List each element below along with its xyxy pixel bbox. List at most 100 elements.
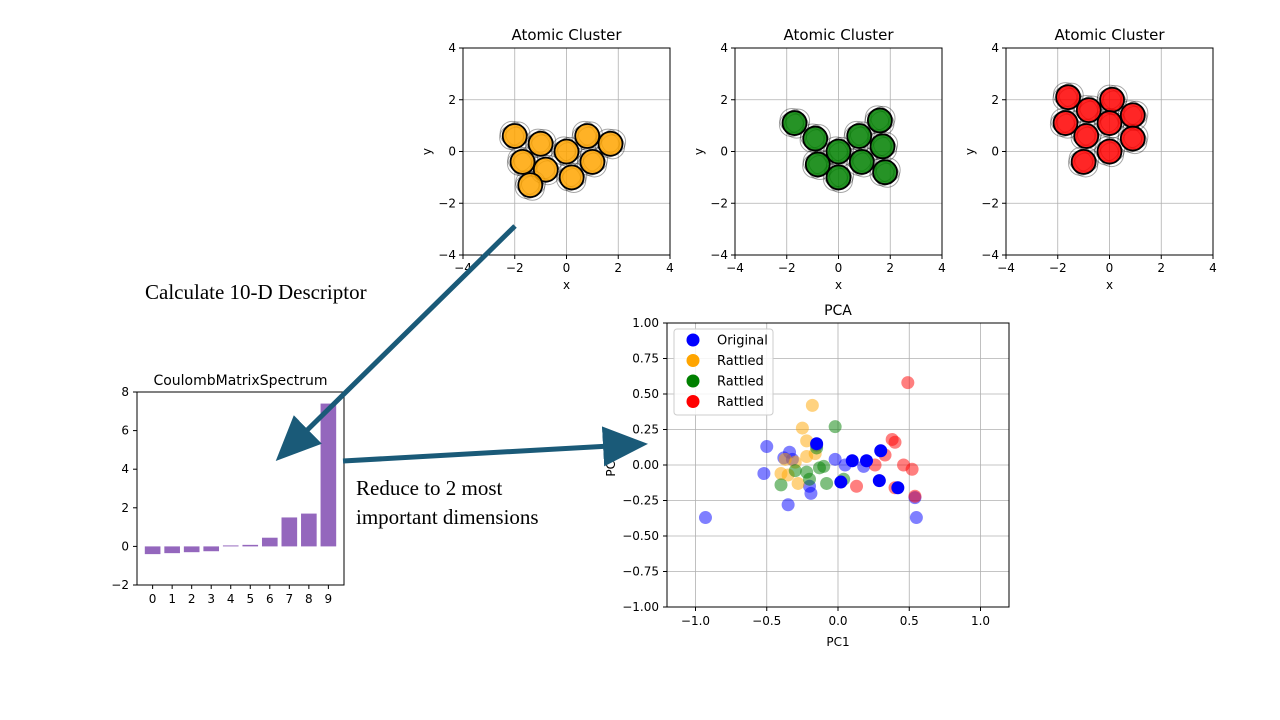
y-tick-label: −0.25 bbox=[622, 494, 659, 508]
pca-point bbox=[834, 475, 848, 489]
atomic-cluster-green-chart: −4−4 −2 −2 0 0 2 2 4 4 Atomic Cluster x y bbox=[692, 26, 946, 292]
bar bbox=[320, 403, 337, 547]
atom-point bbox=[1073, 123, 1100, 149]
pca-point bbox=[828, 452, 842, 466]
x-tick-label: 3 bbox=[207, 592, 215, 606]
pca-point bbox=[803, 472, 816, 486]
bar bbox=[242, 544, 259, 547]
pca-point bbox=[850, 479, 864, 493]
pca-point bbox=[774, 467, 788, 481]
atom-point bbox=[574, 123, 601, 149]
y-tick-label: 0.50 bbox=[632, 387, 659, 401]
x-tick-label: −0.5 bbox=[752, 614, 781, 628]
atom-point bbox=[1075, 97, 1102, 123]
x-axis-label: x bbox=[835, 278, 842, 292]
atom-point bbox=[1099, 86, 1125, 113]
x-tick-label: 0 bbox=[563, 261, 571, 275]
atom-point bbox=[509, 148, 536, 175]
atom-point bbox=[553, 138, 580, 165]
x-tick-label: 7 bbox=[286, 592, 294, 606]
pca-point bbox=[901, 376, 915, 390]
x-tick-label: 0 bbox=[149, 592, 157, 606]
calculate-descriptor-label: Calculate 10-D Descriptor bbox=[145, 280, 367, 304]
pca-point bbox=[888, 435, 902, 449]
legend-label: Rattled bbox=[717, 395, 764, 410]
pca-point bbox=[845, 454, 859, 468]
atom-point bbox=[869, 133, 896, 160]
x-axis-label: x bbox=[1106, 278, 1113, 292]
pca-point bbox=[909, 511, 923, 525]
plot-frame bbox=[136, 391, 345, 586]
pca-point bbox=[791, 476, 805, 490]
y-tick-label: 6 bbox=[121, 424, 129, 438]
legend-box bbox=[673, 328, 774, 416]
x-tick-label: 4 bbox=[666, 261, 674, 275]
legend-marker bbox=[686, 395, 700, 408]
x-tick-label: 1 bbox=[168, 592, 176, 606]
pca-point bbox=[805, 398, 819, 412]
atom-point bbox=[527, 130, 554, 157]
atom-point bbox=[1055, 84, 1081, 111]
pca-point bbox=[698, 511, 712, 525]
legend-label: Original bbox=[717, 334, 768, 349]
chart-title: PCA bbox=[824, 303, 852, 319]
x-tick-label: 0 bbox=[1106, 261, 1114, 275]
atom-point bbox=[804, 151, 831, 178]
pca-point bbox=[820, 476, 834, 490]
legend-marker bbox=[686, 354, 700, 367]
atom-point bbox=[1070, 148, 1097, 175]
x-tick-label: 2 bbox=[188, 592, 196, 606]
x-tick-label: 0 bbox=[835, 261, 843, 275]
atom-point bbox=[825, 138, 852, 165]
atom-point bbox=[825, 164, 852, 191]
pca-point bbox=[891, 481, 905, 495]
pca-point bbox=[757, 467, 771, 481]
y-tick-label: −2 bbox=[111, 578, 129, 592]
x-tick-label: 4 bbox=[938, 261, 946, 275]
bar bbox=[164, 546, 180, 554]
pca-point bbox=[810, 437, 824, 451]
pca-point bbox=[795, 421, 809, 435]
y-tick-label: −2 bbox=[981, 196, 999, 210]
pca-point bbox=[781, 498, 795, 512]
chart-title: Atomic Cluster bbox=[511, 26, 622, 44]
x-tick-label: −4 bbox=[997, 261, 1015, 275]
x-tick-label: 4 bbox=[1209, 261, 1217, 275]
x-tick-label: 2 bbox=[886, 261, 894, 275]
x-tick-label: 2 bbox=[614, 261, 622, 275]
y-tick-label: 0.25 bbox=[632, 423, 659, 437]
x-tick-label: 5 bbox=[246, 592, 254, 606]
x-tick-label: 0.0 bbox=[828, 614, 847, 628]
atom-point bbox=[1096, 138, 1123, 165]
y-tick-label: 4 bbox=[121, 462, 129, 476]
bar bbox=[183, 546, 200, 553]
reduce-dimensions-label-line2: important dimensions bbox=[356, 505, 539, 529]
legend-label: Rattled bbox=[717, 354, 764, 369]
atom-point bbox=[501, 123, 528, 149]
y-tick-label: 0 bbox=[121, 539, 129, 553]
bar bbox=[222, 545, 239, 547]
x-tick-label: −2 bbox=[1049, 261, 1067, 275]
arrow-descriptor-to-pca bbox=[342, 426, 648, 467]
y-tick-label: −4 bbox=[710, 248, 728, 262]
y-tick-label: −4 bbox=[981, 248, 999, 262]
chart-title: Atomic Cluster bbox=[783, 26, 894, 44]
atom-point bbox=[802, 125, 829, 152]
pca-point bbox=[800, 434, 814, 448]
x-tick-label: −2 bbox=[778, 261, 796, 275]
y-axis-label: y bbox=[963, 148, 977, 155]
atom-point bbox=[579, 148, 606, 175]
atom-point bbox=[781, 110, 808, 136]
y-tick-label: −0.75 bbox=[622, 565, 659, 579]
reduce-dimensions-label-line1: Reduce to 2 most bbox=[356, 476, 503, 500]
pca-point bbox=[760, 440, 774, 454]
pca-point bbox=[788, 464, 802, 478]
y-tick-label: −4 bbox=[438, 248, 456, 262]
x-tick-label: 9 bbox=[325, 592, 333, 606]
y-tick-label: 2 bbox=[448, 93, 456, 107]
atom-point bbox=[558, 164, 585, 191]
y-tick-label: −2 bbox=[710, 196, 728, 210]
x-tick-label: 8 bbox=[305, 592, 313, 606]
y-tick-label: −0.50 bbox=[622, 529, 659, 543]
